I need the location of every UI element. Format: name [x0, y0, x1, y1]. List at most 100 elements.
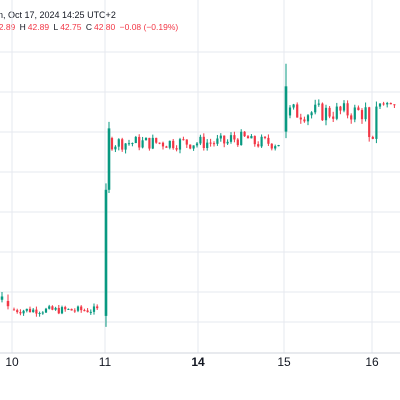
candle-body [144, 137, 148, 141]
candle-body [110, 138, 114, 150]
candle-body [19, 312, 22, 314]
candle-body [175, 148, 178, 150]
x-tick-label: 10 [5, 355, 19, 369]
candle-body [216, 138, 219, 144]
candle-body [92, 306, 96, 312]
candle-body [233, 135, 236, 140]
candle-body [229, 135, 233, 142]
candle-body [22, 310, 25, 314]
candle-body [189, 144, 192, 149]
candle-body [148, 137, 151, 149]
candle-body [86, 310, 89, 313]
candle-body [299, 117, 302, 120]
candle-body [243, 131, 246, 137]
x-tick-label: 16 [365, 355, 379, 369]
candle-body [48, 306, 51, 309]
candle-body [342, 103, 346, 111]
candle-body [226, 141, 229, 144]
candle-body [292, 104, 295, 108]
candle-body [284, 86, 288, 132]
candle-body [151, 137, 154, 149]
candle-body [310, 112, 313, 116]
candle-body [263, 136, 267, 138]
candle-body [114, 146, 117, 150]
candle-body [223, 135, 226, 144]
candle-body [296, 104, 299, 118]
candle-body [73, 310, 76, 312]
candle-body [182, 139, 185, 141]
candle-body [288, 107, 292, 116]
candle-body [360, 110, 364, 120]
candle-body [321, 103, 324, 121]
x-tick-label: 11 [99, 355, 112, 369]
candle-body [353, 107, 356, 120]
ohlc-open-value: 42.89 [0, 22, 16, 32]
ohlc-high-value: 42.89 [27, 22, 50, 32]
candle-body [134, 136, 137, 144]
candle-body [138, 136, 141, 148]
candle-body [168, 140, 171, 148]
candle-body [371, 137, 374, 139]
candle-body [57, 307, 60, 314]
ohlc-high-label: H [19, 22, 26, 32]
candle-body [389, 102, 392, 105]
candle-body [51, 306, 54, 310]
candle-body [212, 143, 216, 145]
candle-body [350, 115, 353, 120]
candle-body [253, 136, 256, 145]
candle-body [386, 102, 389, 105]
candle-body [83, 310, 86, 312]
candle-body [44, 308, 48, 313]
candle-body [32, 309, 35, 313]
candle-body [364, 107, 367, 120]
candle-body [67, 308, 70, 310]
candle-body [324, 107, 328, 121]
candle-body [141, 140, 144, 148]
candle-body [25, 308, 28, 311]
candle-body [368, 107, 371, 138]
candle-body [195, 143, 199, 146]
candle-body [124, 143, 127, 150]
candle-body [54, 307, 57, 310]
candle-body [250, 136, 253, 139]
candle-body [257, 144, 260, 147]
candle-body [121, 139, 124, 150]
ohlc-low-label: L [53, 22, 59, 32]
candle-body [357, 107, 360, 111]
candle-body [28, 308, 32, 313]
candle-body [332, 116, 335, 119]
candle-body [107, 128, 111, 190]
candle-body [219, 135, 222, 139]
candle-body [80, 306, 83, 311]
candle-body [267, 137, 270, 144]
candle-body [277, 145, 280, 147]
candle-body [260, 136, 263, 147]
candle-body [38, 313, 41, 315]
candle-body [382, 103, 385, 105]
candle-body [314, 104, 317, 113]
candle-body [206, 142, 209, 148]
candle-body [328, 107, 331, 117]
candle-body [76, 306, 80, 311]
candle-body [172, 140, 175, 149]
candle-body [199, 136, 202, 144]
candle-body [165, 146, 168, 148]
x-axis-ticks: 10 11 14 15 16 [0, 352, 400, 369]
candle-body [6, 301, 10, 307]
x-tick-label: 14 [191, 355, 205, 369]
candle-body [393, 104, 396, 106]
ohlc-close-label: C [85, 22, 92, 32]
candle-body [306, 115, 310, 122]
candle-body [317, 103, 320, 105]
candle-body [178, 139, 182, 150]
candle-body [104, 189, 108, 316]
candle-body [64, 307, 67, 310]
candles [0, 63, 396, 327]
x-tick-label: 15 [277, 355, 291, 369]
chart-title: n, Oct 17, 2024 14:25 UTC+2 [0, 10, 116, 20]
candle-body [335, 106, 338, 119]
candle-body [303, 119, 306, 122]
candle-body [209, 142, 212, 144]
